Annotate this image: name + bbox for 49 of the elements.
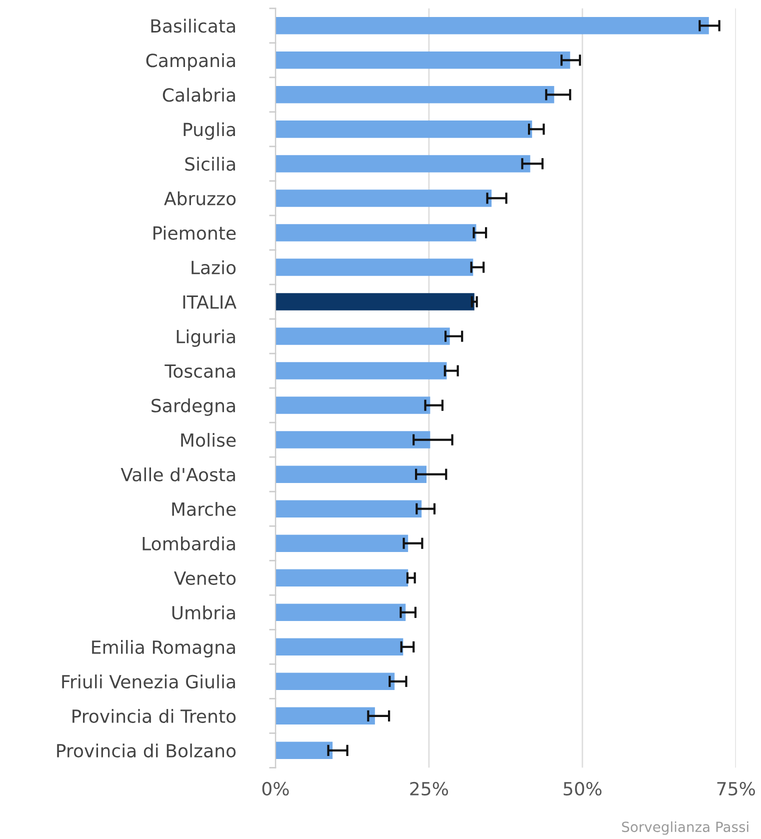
y-tick-label: Valle d'Aosta bbox=[120, 467, 235, 482]
y-tick-label: Campania bbox=[146, 53, 235, 71]
y-tick-label: Abruzzo bbox=[164, 191, 236, 206]
bar bbox=[275, 638, 404, 656]
y-tick-label: ITALIA bbox=[183, 295, 236, 309]
y-tick-label: Lombardia bbox=[142, 536, 235, 550]
y-tick-label: Marche bbox=[172, 502, 236, 516]
y-tick-label: Puglia bbox=[184, 122, 235, 140]
y-tick-label: Basilicata bbox=[151, 18, 235, 33]
bar bbox=[275, 190, 492, 207]
y-tick-label: Toscana bbox=[164, 364, 235, 378]
bar bbox=[275, 362, 447, 380]
bar bbox=[275, 328, 450, 345]
y-tick-label: Veneto bbox=[174, 572, 236, 585]
bar bbox=[275, 569, 408, 586]
bar bbox=[275, 52, 570, 69]
y-tick-label: Umbria bbox=[172, 606, 235, 620]
bar bbox=[275, 17, 709, 34]
bar bbox=[275, 120, 532, 138]
x-tick-label: 75% bbox=[717, 782, 755, 796]
x-tick-label: 50% bbox=[564, 782, 602, 796]
bar bbox=[275, 604, 406, 622]
bar bbox=[275, 672, 395, 690]
x-tick-label: 25% bbox=[410, 782, 448, 796]
text: Sorveglianza Passi bbox=[622, 821, 748, 835]
y-tick-label: Sicilia bbox=[185, 156, 235, 171]
y-tick-label: Calabria bbox=[162, 88, 235, 102]
bar bbox=[275, 155, 530, 172]
bar bbox=[275, 431, 430, 448]
y-tick-label: Sardegna bbox=[152, 398, 235, 416]
y-tick-label: Liguria bbox=[176, 329, 235, 347]
bar bbox=[275, 293, 474, 310]
y-tick-label: Lazio bbox=[192, 260, 236, 274]
bar bbox=[275, 466, 426, 483]
y-tick-label: Friuli Venezia Giulia bbox=[62, 674, 235, 689]
y-tick-label: Molise bbox=[181, 432, 236, 447]
bar bbox=[275, 534, 408, 552]
y-tick-label: Provincia di Bolzano bbox=[57, 744, 236, 758]
x-tick-label: 0% bbox=[262, 782, 289, 796]
y-tick-label: Piemonte bbox=[153, 226, 236, 240]
bar bbox=[275, 258, 474, 276]
bar bbox=[275, 86, 554, 104]
y-tick-label: Emilia Romagna bbox=[92, 640, 235, 658]
y-tick-label: Provincia di Trento bbox=[72, 709, 236, 724]
bar bbox=[275, 224, 476, 242]
bar bbox=[275, 707, 375, 725]
bar bbox=[275, 742, 333, 760]
bar bbox=[275, 396, 430, 414]
bar bbox=[275, 500, 422, 518]
